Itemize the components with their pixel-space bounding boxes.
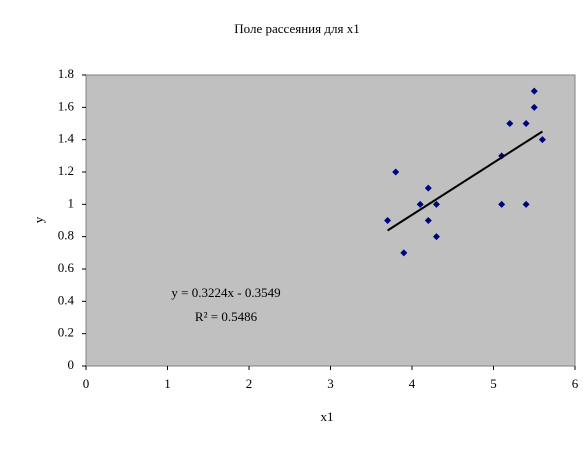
x-tick-label: 1 [164, 376, 171, 391]
point [392, 168, 400, 176]
x-axis-label: x1 [321, 409, 334, 424]
point [424, 184, 432, 192]
chart-title: Поле рассеяния для x1 [234, 21, 359, 36]
point [530, 103, 538, 111]
y-tick-label: 0.2 [58, 325, 74, 340]
trendline [387, 130, 543, 232]
x-tick-label: 5 [490, 376, 497, 391]
point [432, 233, 440, 241]
y-tick-label: 1 [68, 195, 75, 210]
x-tick-label: 4 [409, 376, 416, 391]
point [432, 200, 440, 208]
point [506, 120, 514, 127]
y-tick-label: 1.8 [58, 66, 74, 81]
point [522, 120, 530, 127]
y-tick-label: 1.2 [58, 163, 74, 178]
x-tick-label: 2 [246, 376, 253, 391]
trendline-equation: y = 0.3224x - 0.3549 [171, 285, 280, 300]
x-tick-label: 6 [572, 376, 579, 391]
y-tick-label: 0.8 [58, 228, 74, 243]
point [498, 200, 506, 208]
r-squared: R² = 0.5486 [195, 309, 258, 324]
x-tick-label: 3 [327, 376, 334, 391]
point [538, 136, 546, 144]
y-axis-label: y [31, 216, 46, 223]
y-tick-label: 0 [68, 357, 75, 372]
point [424, 217, 432, 224]
point [530, 87, 538, 95]
y-tick-label: 1.4 [58, 131, 75, 146]
point [400, 249, 408, 257]
x-tick-label: 0 [83, 376, 90, 391]
point [416, 200, 424, 208]
y-tick-label: 0.4 [58, 292, 75, 307]
y-tick-label: 1.6 [58, 98, 75, 113]
point [522, 200, 530, 208]
y-tick-label: 0.6 [58, 260, 75, 275]
point [384, 217, 392, 224]
plot-area [85, 74, 576, 367]
